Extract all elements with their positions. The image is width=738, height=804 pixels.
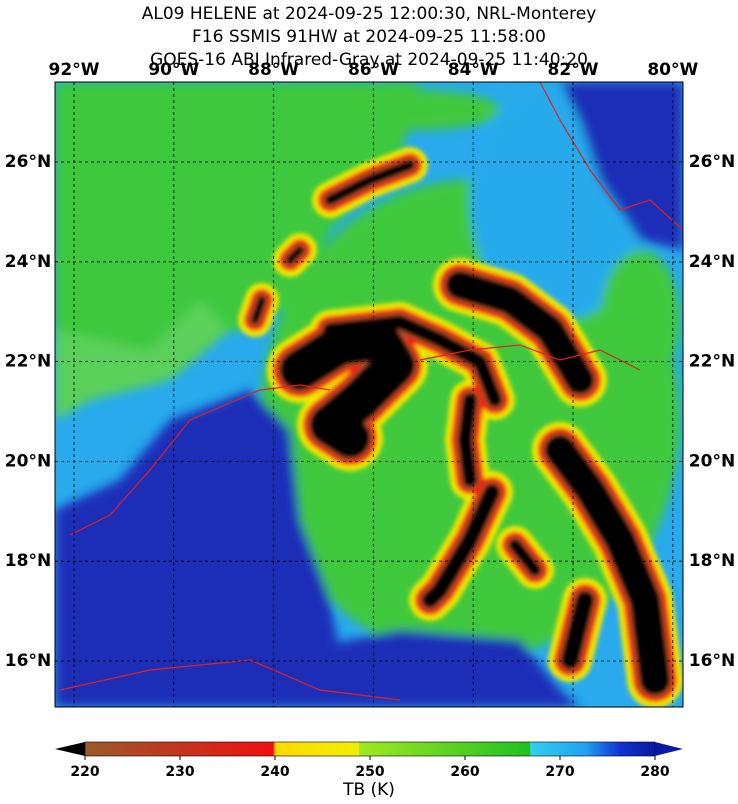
colorbar-tick-label: 260 — [450, 764, 479, 780]
title-line: F16 SSMIS 91HW at 2024-09-25 11:58:00 — [192, 27, 546, 47]
colorbar-tick-label: 220 — [70, 764, 99, 780]
lon-label: 86°W — [348, 60, 399, 80]
lat-label: 22°N — [689, 352, 735, 372]
colorbar-high — [655, 742, 683, 756]
colorbar-ramp — [84, 741, 656, 757]
convection-band — [280, 320, 415, 458]
lon-label: 90°W — [148, 60, 199, 80]
title: AL09 HELENE at 2024-09-25 12:00:30, NRL-… — [142, 4, 597, 70]
lon-label: 82°W — [548, 60, 599, 80]
convection-band — [251, 296, 266, 324]
lon-label: 88°W — [248, 60, 299, 80]
lat-label: 26°N — [689, 152, 735, 172]
colorbar-tick-label: 250 — [355, 764, 384, 780]
convection-band — [422, 484, 500, 608]
lat-label: 26°N — [5, 152, 51, 172]
colorbar-tick-label: 230 — [165, 764, 194, 780]
graticule — [55, 82, 683, 707]
imagery — [55, 82, 683, 707]
colorbar-tick-label: 240 — [260, 764, 289, 780]
convection-band — [446, 271, 594, 394]
convection-band — [509, 539, 541, 576]
lat-label: 24°N — [689, 252, 735, 272]
lat-label: 22°N — [5, 352, 51, 372]
convection-band — [325, 160, 415, 205]
colorbar-label: TB (K) — [342, 780, 395, 800]
convection-band — [458, 393, 477, 487]
title-line: GOES-16 ABI Infrared-Gray at 2024-09-25 … — [150, 50, 588, 70]
lat-label: 20°N — [689, 451, 735, 471]
lat-label: 18°N — [5, 551, 51, 571]
colorbar-low — [55, 742, 85, 756]
lat-label: 20°N — [5, 451, 51, 471]
convection-band — [286, 246, 304, 264]
convection-band — [323, 315, 502, 407]
colorbar-tick-label: 270 — [545, 764, 574, 780]
lon-label: 80°W — [647, 60, 698, 80]
title-line: AL09 HELENE at 2024-09-25 12:00:30, NRL-… — [142, 4, 597, 24]
lat-label: 16°N — [5, 651, 51, 671]
lon-label: 84°W — [448, 60, 499, 80]
colorbar: 220 230 240 250 260 270 280 TB (K) — [55, 741, 683, 800]
lon-label: 92°W — [49, 60, 100, 80]
lat-label: 16°N — [689, 651, 735, 671]
map-frame — [54, 81, 684, 708]
lat-label: 24°N — [5, 252, 51, 272]
convection-band — [561, 591, 594, 669]
lat-label: 18°N — [689, 551, 735, 571]
colorbar-tick-label: 280 — [640, 764, 669, 780]
convection-band — [545, 435, 670, 695]
